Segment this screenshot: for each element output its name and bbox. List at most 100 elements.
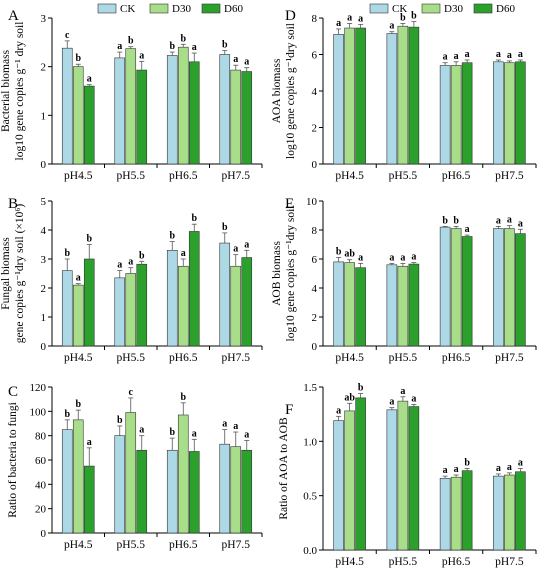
significance-letter: a	[454, 464, 459, 475]
y-axis-label-line: Fungal biomass	[0, 237, 12, 310]
significance-letter: ab	[344, 392, 355, 403]
significance-letter: b	[169, 427, 175, 438]
bar-d60	[355, 397, 366, 551]
significance-letter: a	[128, 257, 133, 268]
x-tick-label: pH7.5	[495, 170, 524, 182]
significance-letter: b	[86, 234, 92, 245]
significance-letter: a	[496, 463, 501, 474]
significance-letter: b	[64, 409, 70, 420]
significance-letter: a	[507, 50, 512, 61]
bar-ck	[493, 228, 504, 347]
significance-letter: a	[76, 273, 81, 284]
legend-swatch-d30	[421, 3, 441, 14]
significance-letter: a	[233, 244, 238, 255]
x-tick-label: pH6.5	[169, 539, 198, 551]
significance-letter: a	[389, 397, 394, 408]
x-tick-label: pH4.5	[335, 352, 364, 364]
significance-letter: b	[442, 215, 448, 226]
bar-ck	[166, 449, 178, 534]
significance-letter: a	[496, 49, 501, 60]
significance-letter: b	[358, 383, 364, 394]
x-tick-label: pH6.5	[442, 170, 471, 182]
y-tick-label: 2	[41, 283, 47, 295]
significance-letter: a	[347, 12, 352, 23]
bar-d30	[125, 412, 137, 534]
bar-d60	[461, 62, 473, 165]
bar-d30	[72, 284, 84, 347]
bar-d60	[461, 470, 473, 551]
y-tick-label: 1.5	[303, 382, 317, 394]
y-tick-label: 0	[312, 341, 318, 353]
bar-d30	[344, 27, 355, 165]
panel-letter-b: B	[8, 196, 18, 212]
x-tick-label: pH7.5	[495, 556, 524, 568]
legend-swatch-ck	[97, 3, 117, 14]
bar-d30	[450, 228, 462, 347]
y-tick-label: 120	[30, 382, 47, 394]
bar-ck	[333, 34, 344, 165]
x-tick-label: pH5.5	[117, 352, 146, 364]
significance-letter: a	[139, 425, 144, 436]
bar-d30	[504, 228, 515, 347]
x-tick-label: pH5.5	[389, 170, 418, 182]
bar-d60	[83, 85, 95, 165]
bar-ck	[219, 242, 231, 347]
legend-label-ck: CK	[120, 3, 135, 15]
bar-ck	[219, 54, 231, 165]
significance-letter: a	[411, 393, 416, 404]
significance-letter: a	[233, 54, 238, 65]
x-tick-label: pH4.5	[335, 170, 364, 182]
y-tick-label: 4	[312, 283, 318, 295]
x-tick-label: pH4.5	[64, 170, 93, 182]
significance-letter: a	[358, 252, 363, 263]
bar-d30	[397, 400, 409, 551]
bar-d60	[408, 26, 420, 165]
bar-d30	[344, 262, 355, 347]
significance-letter: a	[336, 405, 341, 416]
significance-letter: b	[139, 250, 145, 261]
significance-letter: b	[64, 248, 70, 259]
significance-letter: a	[87, 437, 92, 448]
significance-letter: c	[129, 387, 134, 398]
y-tick-label: 2	[312, 312, 318, 324]
bar-d30	[230, 446, 242, 534]
y-axis-label-line: gene copies g⁻¹dry soil (×10⁶)	[14, 204, 26, 344]
bar-d60	[241, 257, 253, 347]
significance-letter: a	[87, 74, 92, 85]
bar-d30	[397, 265, 409, 347]
legend-label-d30: D30	[444, 3, 463, 15]
bar-ck	[386, 264, 398, 347]
x-tick-label: pH4.5	[335, 556, 364, 568]
legend-label-d60: D60	[224, 3, 243, 15]
y-tick-label: 0	[41, 341, 47, 353]
y-axis-label-line: Ratio of AOA to AOB	[278, 417, 290, 520]
significance-letter: b	[191, 213, 197, 224]
legend-label-ck: CK	[392, 3, 407, 15]
significance-letter: c	[65, 30, 70, 41]
significance-letter: a	[496, 215, 501, 226]
x-tick-label: pH6.5	[442, 352, 471, 364]
y-tick-label: 100	[30, 406, 47, 418]
legend-swatch-d60	[201, 3, 221, 14]
significance-letter: a	[181, 248, 186, 259]
significance-letter: b	[222, 40, 228, 51]
bar-d30	[344, 410, 355, 551]
significance-letter: a	[454, 51, 459, 62]
x-tick-label: pH4.5	[64, 539, 93, 551]
bar-d60	[355, 27, 366, 165]
x-tick-label: pH6.5	[169, 170, 198, 182]
panel-e: E 0 2 4 6 8 10 AOB biomass log10 gene copies g⁻¹…	[271, 196, 537, 364]
y-tick-label: 60	[35, 455, 47, 467]
bar-ck	[114, 435, 126, 534]
panel-letter-e: E	[285, 196, 294, 212]
significance-letter: a	[233, 421, 238, 432]
bar-ck	[333, 420, 344, 551]
bar-ck	[386, 33, 398, 165]
y-tick-label: 40	[35, 479, 47, 491]
x-tick-label: pH5.5	[389, 556, 418, 568]
y-tick-label: 80	[35, 431, 47, 443]
y-tick-label: 6	[312, 254, 318, 266]
significance-letter: b	[128, 36, 134, 47]
significance-letter: b	[75, 53, 81, 64]
